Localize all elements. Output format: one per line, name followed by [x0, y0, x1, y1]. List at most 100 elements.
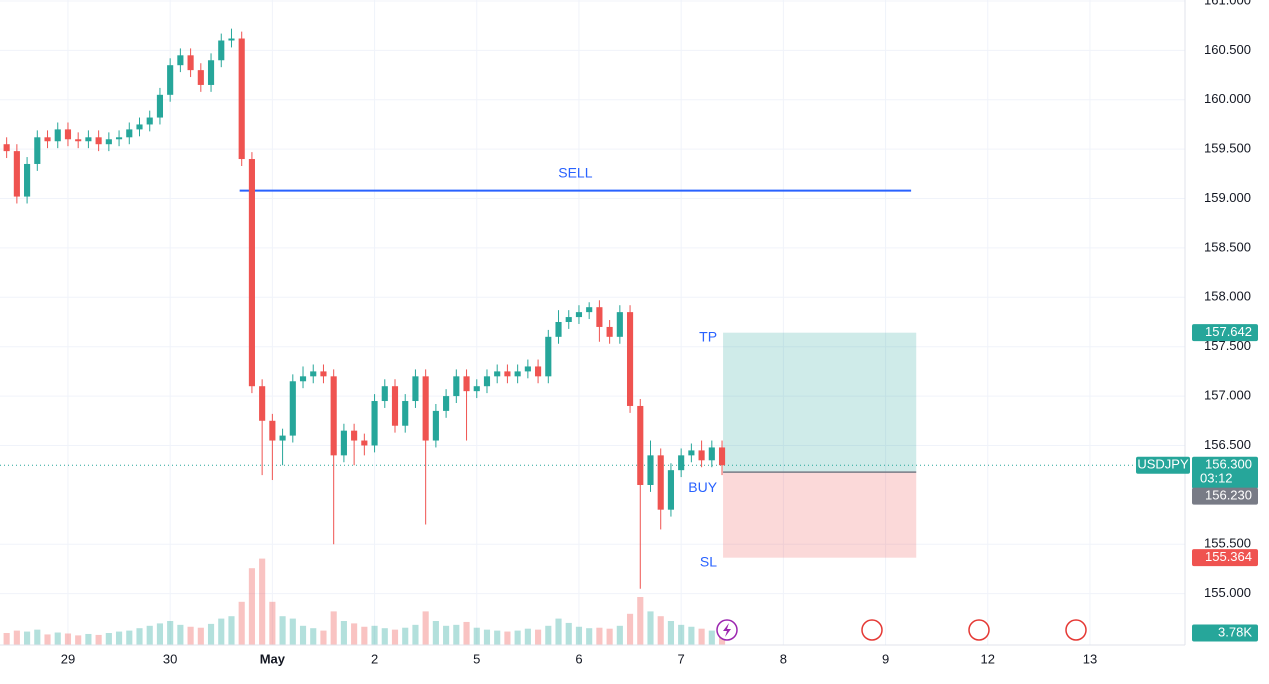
volume-bar: [463, 621, 470, 645]
candle-body: [565, 317, 572, 323]
candle-body: [259, 386, 266, 421]
volume-bar: [259, 558, 266, 645]
x-tick-label: 9: [882, 651, 889, 666]
take-profit-tag-bg: [1192, 324, 1258, 342]
candle-body: [207, 60, 215, 85]
candle-body: [718, 447, 726, 466]
volume-bar: [708, 630, 715, 645]
event-icon[interactable]: [861, 619, 883, 641]
candle-body: [279, 435, 286, 441]
volume-tag-bg: [1192, 624, 1258, 642]
candle-body: [422, 376, 429, 441]
event-icon[interactable]: [1065, 619, 1087, 641]
volume-bar: [95, 634, 102, 645]
x-tick-label: 7: [678, 651, 685, 666]
y-tick-label: 161.000: [1204, 0, 1251, 7]
candle-body: [351, 430, 358, 441]
volume-bar: [269, 601, 276, 645]
volume-bar: [64, 633, 72, 645]
candle-body: [197, 70, 204, 85]
volume-bar: [483, 629, 491, 645]
stop-loss-tag-bg: [1192, 549, 1258, 567]
x-tick-label: 6: [575, 651, 582, 666]
candle-body: [586, 307, 593, 313]
candle-body: [647, 455, 654, 485]
volume-tag: 3.78K: [1218, 624, 1252, 639]
volume-bar: [432, 621, 439, 645]
volume-bar: [535, 629, 542, 645]
volume-bar: [218, 618, 225, 645]
volume-bar: [34, 629, 41, 645]
candle-body: [483, 376, 491, 387]
event-icon[interactable]: [968, 619, 990, 641]
candle-body: [44, 137, 51, 142]
candle-body: [95, 137, 102, 145]
countdown: 03:12: [1200, 471, 1233, 486]
volume-bar: [443, 625, 450, 645]
candle-body: [494, 371, 501, 377]
volume-bar: [310, 628, 317, 645]
volume-bar: [596, 627, 603, 645]
candle-body: [85, 137, 92, 142]
volume-bar: [340, 621, 347, 645]
tp-label: TP: [699, 328, 717, 344]
candle-body: [637, 405, 644, 485]
volume-bar: [177, 624, 184, 645]
candle-body: [535, 366, 542, 377]
candle-body: [24, 163, 31, 197]
event-icons: [716, 619, 1087, 641]
candle-body: [391, 386, 399, 426]
volume-bar: [115, 631, 123, 645]
plot: [0, 0, 1185, 645]
candle-body: [75, 139, 82, 142]
volume-bar: [698, 628, 705, 645]
volume-bar: [545, 625, 552, 645]
candle-body: [177, 55, 184, 66]
entry-tag-bg: [1192, 487, 1258, 505]
volume-bar: [187, 626, 194, 645]
candle-body: [708, 447, 715, 461]
volume-bar: [361, 626, 368, 645]
candle-body: [310, 371, 317, 377]
volume-bar: [402, 627, 409, 645]
volume-bar: [555, 618, 562, 645]
candle-body: [402, 401, 409, 426]
candle-body: [524, 366, 531, 372]
volume-bar: [586, 628, 593, 645]
volume-bar: [616, 625, 623, 645]
candle-body: [361, 440, 368, 446]
candle-body: [657, 455, 664, 510]
candle-body: [616, 312, 623, 337]
volume-bar: [54, 632, 61, 645]
candle-body: [340, 430, 347, 456]
candle-body: [473, 386, 480, 392]
volume-bar: [351, 623, 358, 645]
volume-bar: [3, 633, 10, 645]
y-tick-label: 159.500: [1204, 141, 1251, 156]
volume-bar: [494, 630, 501, 645]
y-tick-label: 160.000: [1204, 91, 1251, 106]
candle-body: [606, 326, 613, 337]
y-tick-label: 160.500: [1204, 42, 1251, 57]
volume-bar: [75, 635, 82, 645]
x-tick-label: 2: [371, 651, 378, 666]
volume-bar: [678, 624, 685, 645]
candle-body: [514, 371, 521, 377]
volume-bar: [167, 621, 174, 645]
volume-bar: [422, 611, 429, 645]
candle-body: [443, 396, 450, 411]
take-profit-tag: 157.642: [1205, 324, 1252, 339]
candle-body: [228, 38, 235, 41]
volume-bar: [197, 627, 204, 645]
y-tick-label: 158.500: [1204, 239, 1251, 254]
candle-body: [105, 139, 112, 145]
volume-bar: [565, 622, 572, 645]
sell-label: SELL: [558, 164, 592, 180]
symbol-tag: USDJPY: [1137, 457, 1189, 472]
last-price-tag-bg: [1192, 456, 1258, 489]
volume-bar: [412, 624, 419, 645]
volume-bar: [279, 616, 286, 645]
candle-body: [248, 159, 255, 387]
y-tick-label: 156.500: [1204, 437, 1251, 452]
